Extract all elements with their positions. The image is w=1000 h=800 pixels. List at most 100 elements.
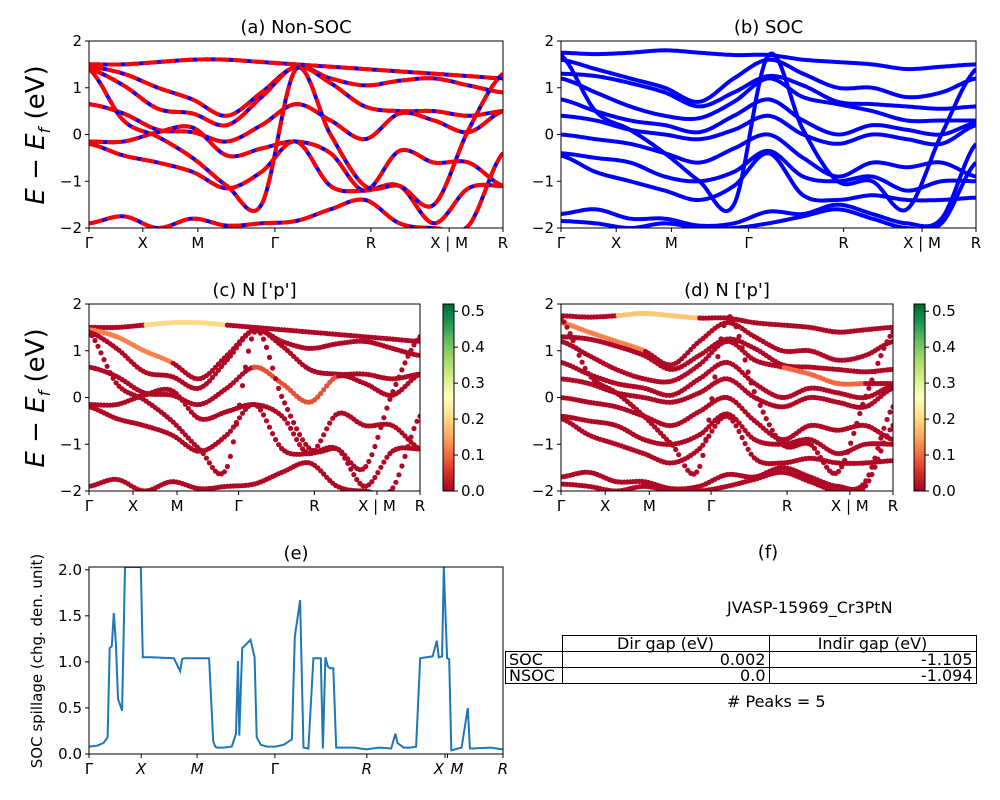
y-tick-label: −2: [532, 219, 554, 237]
scatter-point: [851, 430, 857, 436]
scatter-point: [233, 345, 239, 351]
scatter-point: [227, 353, 233, 359]
scatter-point: [110, 375, 116, 381]
chart-b: (b) SOC −2 −1 0 1 2 Γ X M Γ R X | M R: [532, 17, 981, 252]
scatter-point: [218, 363, 224, 370]
band-line-blue: [89, 151, 503, 228]
scatter-point: [273, 376, 279, 382]
scatter-point: [354, 476, 360, 483]
y-tick-label: −2: [60, 219, 82, 237]
scatter-point: [736, 428, 742, 434]
y-tick-label: 2: [72, 32, 82, 50]
scatter-point: [288, 425, 294, 431]
scatter-point: [291, 431, 297, 437]
scatter-point: [369, 479, 375, 485]
scatter-point: [179, 397, 185, 403]
scatter-point: [239, 383, 246, 389]
scatter-point: [245, 348, 252, 354]
scatter-point: [839, 489, 845, 491]
x-tick-label: X: [611, 234, 621, 252]
scatter-point: [390, 485, 396, 491]
scatter-point: [706, 417, 712, 423]
scatter-point: [679, 457, 685, 463]
x-tick-label: R: [498, 760, 508, 778]
chart-title: (f): [758, 542, 778, 563]
scatter-point: [411, 425, 417, 432]
scatter-point: [197, 447, 203, 453]
band-line-red: [89, 57, 503, 81]
scatter-point: [890, 422, 893, 429]
scatter-point: [845, 449, 851, 455]
chart-title: (e): [283, 543, 308, 564]
x-tick-label: R: [838, 234, 848, 252]
scatter-point: [285, 420, 291, 426]
scatter-point: [411, 342, 417, 348]
scatter-point: [682, 353, 688, 359]
colorbar-tick-label: 0.1: [461, 446, 485, 464]
plot-area-c: [89, 319, 420, 491]
gap-row-label: NSOC: [505, 667, 563, 684]
y-tick-label: 0: [544, 389, 554, 407]
axes-frame: [560, 303, 894, 492]
scatter-point: [327, 420, 333, 426]
scatter-point: [706, 433, 712, 439]
scatter-point: [818, 454, 824, 461]
scatter-point: [890, 324, 893, 330]
colorbar-tick-label: 0.3: [461, 374, 485, 392]
scatter-point: [884, 339, 890, 345]
band-line: [561, 97, 976, 137]
scatter-point: [890, 458, 893, 464]
chart-title: (c) N ['p']: [212, 280, 296, 301]
gap-row-dir: 0.0: [561, 667, 770, 684]
x-tick-label: Γ: [85, 234, 94, 252]
plot-area-e: [89, 567, 503, 752]
y-tick-label: 0: [544, 126, 554, 144]
scatter-point: [273, 437, 279, 443]
y-tick-label: 0.5: [58, 699, 82, 717]
x-tick-label: R: [366, 234, 376, 252]
scatter-point: [266, 354, 273, 360]
scatter-point: [881, 440, 887, 446]
scatter-point: [212, 371, 218, 377]
band-line-red: [89, 102, 503, 144]
y-axis-label: E − Ef (eV): [21, 328, 54, 467]
y-tick-label: 1.0: [58, 653, 82, 671]
axes-frame: [88, 303, 421, 492]
scatter-point: [890, 441, 893, 447]
scatter-point: [206, 460, 212, 466]
band-line: [561, 161, 976, 228]
scatter-point: [288, 413, 294, 419]
x-tick-label: Γ: [234, 497, 243, 515]
scatter-point: [887, 427, 893, 433]
scatter-point: [869, 471, 875, 478]
y-tick-label: 2: [544, 295, 554, 313]
scatter-point: [890, 437, 893, 443]
scatter-point: [282, 400, 288, 406]
scatter-point: [396, 472, 402, 478]
gap-row-dir: 0.002: [561, 651, 770, 668]
scatter-point: [179, 428, 185, 435]
x-tick-label: Γ: [744, 234, 753, 252]
scatter-point: [875, 360, 881, 366]
scatter-point: [294, 426, 300, 432]
gap-row-indir: -1.094: [768, 667, 977, 684]
axes-frame: [560, 40, 977, 229]
x-tick-label: X | M: [430, 234, 468, 252]
scatter-point: [300, 437, 306, 443]
scatter-point: [561, 319, 567, 325]
scatter-point: [887, 333, 893, 339]
scatter-point: [682, 463, 688, 469]
scatter-point: [700, 452, 706, 458]
scatter-point: [890, 338, 893, 344]
y-tick-label: 0: [72, 389, 82, 407]
x-tick-label: M: [171, 497, 184, 515]
scatter-point: [276, 442, 282, 448]
chart-title: (a) Non-SOC: [240, 17, 351, 38]
band-line: [561, 71, 976, 111]
scatter-point: [318, 390, 324, 397]
scatter-point: [303, 441, 309, 447]
scatter-point: [248, 336, 255, 342]
scatter-point: [881, 425, 887, 431]
scatter-point: [324, 426, 330, 432]
